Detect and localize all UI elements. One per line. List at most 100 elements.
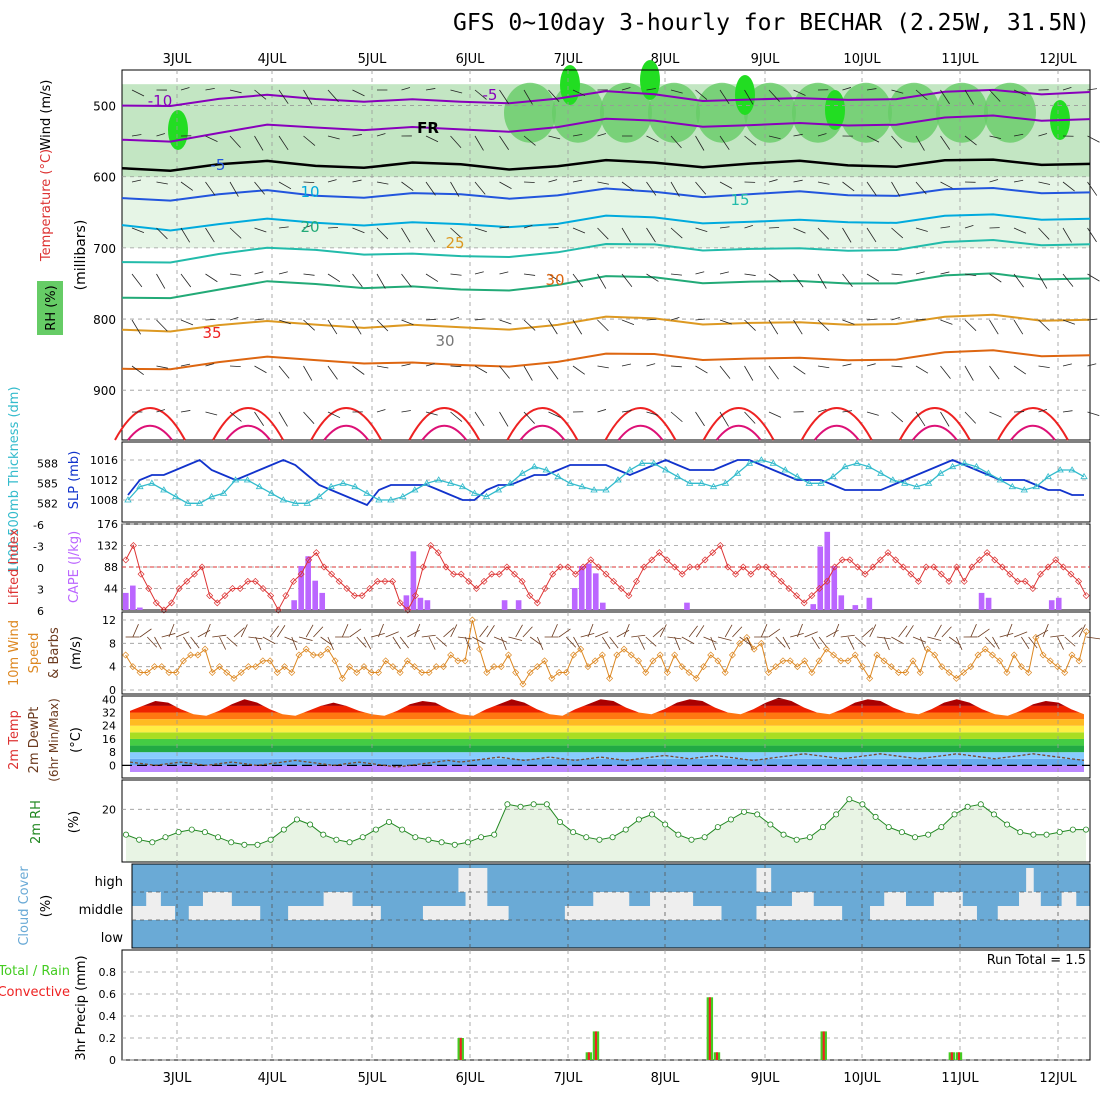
wind-barb	[631, 634, 646, 638]
cloud-middle-cell	[373, 906, 381, 920]
wind-barb	[254, 135, 264, 151]
lifted-index-point	[602, 570, 610, 578]
wind-speed-point	[772, 663, 780, 671]
cloud-middle-cell	[820, 906, 828, 920]
thickness-point	[972, 462, 981, 470]
rh-point	[359, 834, 366, 841]
cloud-middle-cell	[231, 906, 239, 920]
lifted-index-point	[709, 549, 717, 557]
wind-barb	[376, 133, 386, 137]
wind-barb	[523, 181, 535, 183]
wind-barb	[254, 411, 264, 426]
wind-speed-point	[266, 657, 274, 665]
cape-bar	[852, 605, 859, 610]
lifted-index-point	[732, 570, 740, 578]
thickness-line	[127, 459, 1085, 504]
wind-barb	[401, 319, 414, 326]
lifted-index-point	[1036, 570, 1044, 578]
wind-barb	[190, 636, 200, 649]
wind-barb	[719, 135, 730, 150]
wind-barb	[1062, 181, 1075, 192]
wind-barb	[183, 636, 192, 649]
cloud-middle-cell	[1047, 906, 1056, 920]
temp-band	[130, 725, 1084, 733]
rh-point	[333, 836, 340, 843]
wind-barb	[303, 365, 313, 381]
lifted-index-point	[1082, 592, 1090, 600]
wind-barb	[645, 636, 657, 647]
thickness-point	[757, 456, 766, 463]
precip-tick-label: 0.6	[99, 988, 117, 1001]
wind-barb	[616, 629, 630, 638]
cloud-middle-cell	[465, 892, 474, 920]
isotherm-arc-35	[997, 407, 1069, 441]
wind-barb	[1087, 227, 1097, 243]
wind-speed-point	[569, 651, 577, 659]
date-label-bottom: 4JUL	[258, 1071, 288, 1086]
wind-barb	[161, 633, 176, 638]
li-tick-label: -3	[33, 541, 44, 554]
wind-barb	[320, 636, 333, 646]
thickness-point	[650, 459, 658, 466]
date-label-bottom: 6JUL	[456, 1071, 486, 1086]
thickness-point	[733, 469, 742, 476]
lifted-index-point	[137, 570, 145, 578]
wind-barb	[793, 365, 806, 375]
cloud-middle-cell	[642, 906, 651, 920]
precip-bar-convective	[715, 1052, 719, 1060]
wind-barb	[927, 636, 942, 641]
wind-barb	[352, 273, 363, 288]
thickness-point	[948, 462, 957, 470]
wind-barb	[817, 181, 830, 185]
wind-barb	[156, 227, 168, 240]
lifted-index-point	[724, 563, 732, 571]
wind-barb	[572, 273, 584, 288]
cloud-middle-cell	[195, 906, 204, 920]
isotherm-arc-35	[604, 407, 677, 441]
wind-barb	[572, 89, 586, 97]
wind-barb	[891, 89, 904, 94]
cape-bar	[585, 563, 592, 610]
lifted-index-point	[221, 592, 229, 600]
wind-barb	[1078, 624, 1086, 638]
precip-tick-label: 0.8	[99, 966, 117, 979]
wind-barb	[425, 411, 438, 416]
wind-barb	[1013, 365, 1027, 375]
precip-tick-label: 0.2	[99, 1032, 117, 1045]
rh-point	[898, 829, 905, 836]
wind-barb	[356, 636, 367, 648]
wind-barb	[1087, 88, 1098, 91]
wind-barb	[226, 636, 238, 647]
wind-barb	[940, 226, 951, 229]
wind-barb	[964, 135, 977, 146]
rh-point	[386, 819, 393, 826]
wind-barb	[768, 273, 782, 283]
wind-barb	[623, 623, 630, 638]
wind-barb	[621, 181, 634, 192]
wind-barb	[499, 181, 512, 189]
lifted-index-point	[335, 577, 343, 585]
wind-barb	[486, 625, 495, 638]
wind-barb	[205, 411, 218, 416]
precip-bar-convective	[708, 997, 711, 1060]
thickness-point	[458, 482, 467, 490]
wind-barb	[278, 365, 290, 379]
cape-bar	[417, 597, 424, 610]
thickness-point	[841, 462, 849, 470]
run-total-bg	[962, 951, 1089, 968]
wind-barb	[940, 135, 951, 150]
lifted-index-point	[899, 563, 907, 571]
wind-speed-point	[1082, 628, 1090, 636]
wind-speed-point	[230, 674, 238, 682]
thickness-point	[399, 492, 407, 500]
pressure-tick-label: 600	[93, 171, 116, 185]
lifted-index-point	[686, 563, 694, 571]
wind-barb	[597, 227, 609, 240]
cloud-middle-cell	[146, 892, 154, 920]
cloud-middle-cell	[252, 906, 261, 920]
cloud-middle-cell	[635, 906, 644, 920]
rh-point	[990, 811, 997, 818]
wind-barb	[866, 135, 880, 143]
wind-speed-point	[786, 657, 794, 665]
wind-barb	[674, 636, 681, 651]
